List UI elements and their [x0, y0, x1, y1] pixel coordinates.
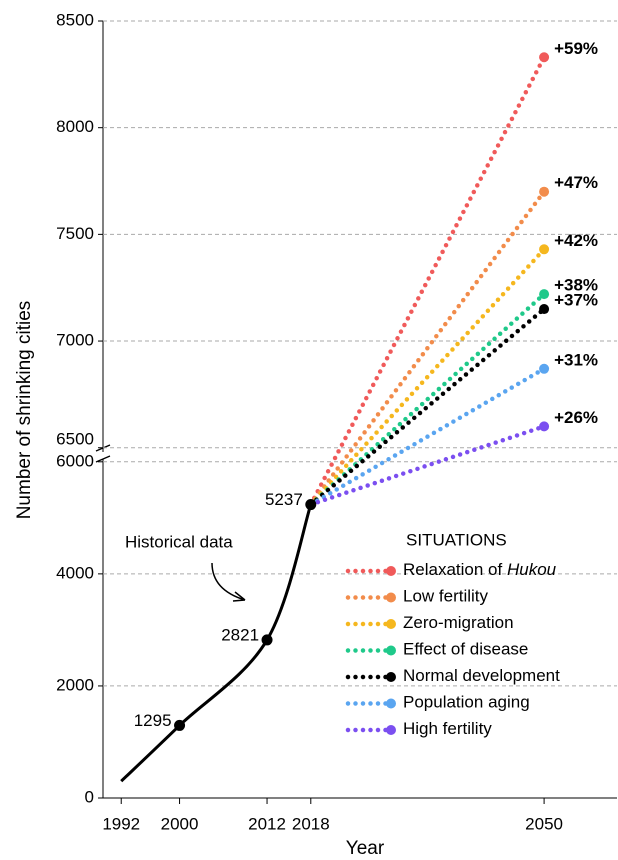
legend-label: Low fertility	[403, 587, 489, 606]
legend-text: Effect of disease	[403, 640, 528, 659]
legend-dot	[386, 698, 396, 709]
change-label: +42%	[554, 231, 598, 250]
legend-text: Normal development	[403, 666, 560, 685]
end-point	[539, 186, 550, 197]
legend-text: Relaxation of	[403, 560, 503, 579]
x-tick-label: 1992	[102, 814, 140, 833]
historical-line	[120, 504, 313, 783]
scenario-line	[308, 366, 547, 507]
legend-text: Low fertility	[403, 587, 489, 606]
y-tick-label: 0	[85, 787, 94, 806]
legend-dot	[386, 725, 396, 735]
point-label: 2821	[221, 625, 259, 644]
legend-text: Population aging	[403, 693, 530, 712]
scenario-line	[308, 306, 547, 507]
annotation: Historical data	[125, 532, 233, 551]
x-tick-label: 2050	[525, 814, 563, 833]
legend-label: High fertility	[403, 719, 492, 738]
end-point	[539, 304, 550, 315]
scenario-line	[308, 189, 547, 507]
historical-point	[305, 499, 317, 511]
end-point	[539, 421, 550, 432]
end-point	[539, 363, 550, 374]
scenario-line	[308, 291, 547, 507]
x-tick-label: 2018	[292, 814, 330, 833]
y-tick-label: 6500	[56, 429, 94, 448]
legend-dot	[386, 619, 396, 629]
legend-dot	[386, 566, 396, 576]
historical-point	[174, 719, 186, 731]
legend-dot	[386, 672, 396, 682]
end-point	[539, 52, 550, 63]
change-label: +31%	[554, 350, 598, 369]
legend-text: Zero-migration	[403, 613, 514, 632]
scenario-line	[308, 247, 547, 507]
historical-point	[261, 634, 273, 646]
legend-label: Normal development	[403, 666, 560, 685]
end-point	[539, 289, 550, 300]
y-tick-label: 6000	[56, 451, 94, 470]
end-point	[539, 244, 550, 255]
y-tick-label: 8000	[56, 117, 94, 136]
change-label: +47%	[554, 173, 598, 192]
change-label: +26%	[554, 408, 598, 427]
legend-title: SITUATIONS	[406, 530, 507, 549]
point-label: 5237	[265, 490, 303, 509]
legend-label: Effect of disease	[403, 640, 528, 659]
scenario-line	[308, 55, 547, 507]
y-tick-label: 2000	[56, 675, 94, 694]
x-tick-label: 2012	[248, 814, 286, 833]
legend-dot	[386, 592, 396, 603]
legend-label: Relaxation of Hukou	[403, 560, 557, 579]
legend-text-italic: Hukou	[507, 560, 557, 579]
y-tick-label: 8500	[56, 10, 94, 29]
y-tick-label: 4000	[56, 563, 94, 582]
x-tick-label: 2000	[161, 814, 199, 833]
legend-label: Zero-migration	[403, 613, 514, 632]
change-label: +59%	[554, 39, 598, 58]
legend-label: Population aging	[403, 693, 530, 712]
legend-text: High fertility	[403, 719, 492, 738]
y-axis-label: Number of shrinking cities	[14, 301, 35, 520]
change-label: +37%	[554, 291, 598, 310]
change-label: +38%	[554, 276, 598, 295]
point-label: 1295	[134, 711, 172, 730]
y-tick-label: 7000	[56, 331, 94, 350]
x-axis-label: Year	[346, 838, 385, 859]
legend-dot	[386, 645, 396, 656]
y-tick-label: 7500	[56, 224, 94, 243]
annotation-arrow	[211, 562, 246, 602]
